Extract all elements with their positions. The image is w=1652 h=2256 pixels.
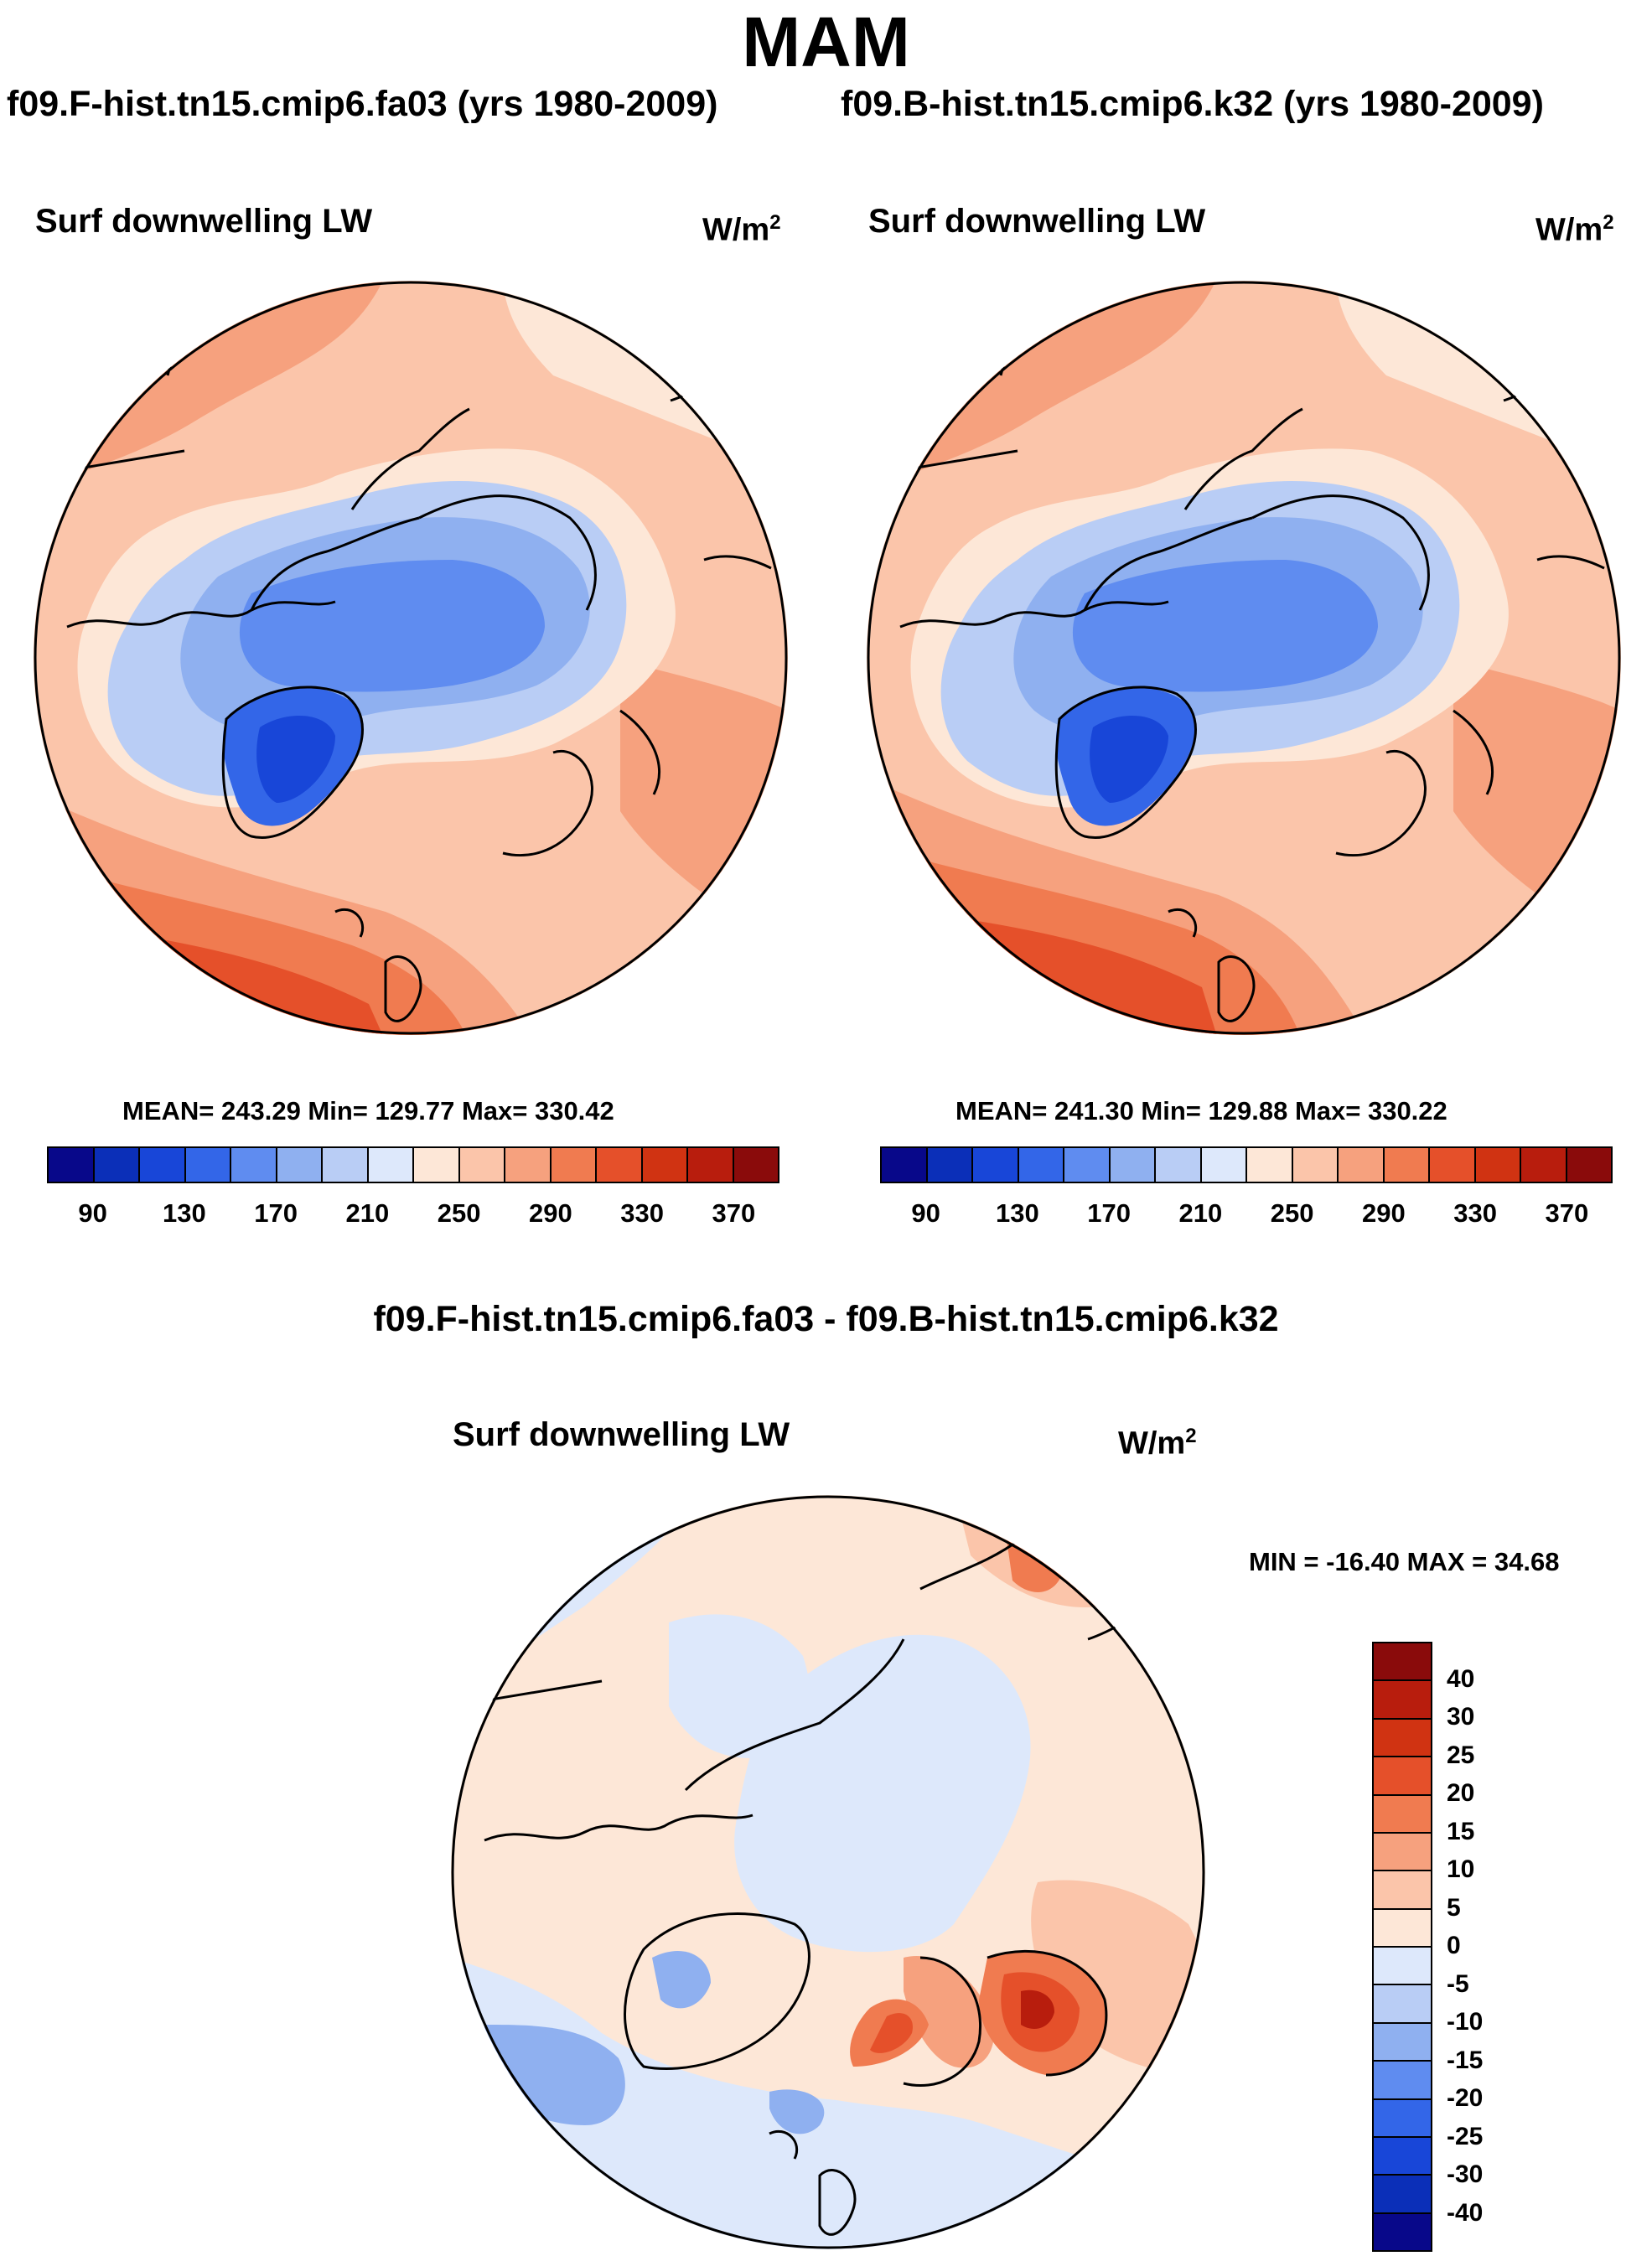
colorbar-swatch (1018, 1148, 1064, 1182)
colorbar-tick-label: -5 (1447, 1969, 1469, 1998)
colorbar-tick-label: 0 (1447, 1932, 1461, 1959)
colorbar-tick-label: 10 (1447, 1855, 1475, 1883)
colorbar-swatch (1374, 1681, 1431, 1720)
colorbar-tick-label: 370 (712, 1198, 756, 1228)
difference-title: f09.F-hist.tn15.cmip6.fa03 - f09.B-hist.… (373, 1299, 1279, 1339)
colorbar-tick-label: 90 (911, 1198, 940, 1228)
colorbar-tick-label: 290 (1362, 1198, 1406, 1228)
colorbar-tick-label: 5 (1447, 1893, 1461, 1922)
colorbar-swatch (1374, 1948, 1431, 1986)
colorbar-swatch (1374, 2099, 1431, 2138)
colorbar-tick-label: 170 (1087, 1198, 1131, 1228)
difference-polar-map (451, 1495, 1205, 2249)
left-variable-label: Surf downwelling LW (35, 203, 373, 240)
colorbar-tick-label: -20 (1447, 2084, 1484, 2112)
colorbar-tick-label: -40 (1447, 2198, 1484, 2227)
right-polar-map (867, 281, 1621, 1035)
diff-stats: MIN = -16.40 MAX = 34.68 (1249, 1547, 1560, 1576)
colorbar-swatch (1567, 1148, 1611, 1182)
colorbar-swatch (1374, 1985, 1431, 2024)
colorbar-swatch (231, 1148, 277, 1182)
colorbar-swatch (1374, 2176, 1431, 2214)
colorbar-tick-label: -25 (1447, 2122, 1484, 2150)
colorbar-swatch (597, 1148, 643, 1182)
colorbar-swatch (1374, 2137, 1431, 2176)
colorbar-tick-label: 170 (254, 1198, 298, 1228)
right-variable-label: Surf downwelling LW (868, 203, 1206, 240)
colorbar-swatch (1064, 1148, 1111, 1182)
colorbar-tick-label: 330 (1453, 1198, 1497, 1228)
colorbar-swatch (1374, 1719, 1431, 1758)
colorbar-swatch (459, 1148, 505, 1182)
colorbar-swatch (1374, 2062, 1431, 2100)
colorbar-tick-label: 25 (1447, 1741, 1475, 1769)
colorbar-swatch (733, 1148, 778, 1182)
colorbar-swatch (1156, 1148, 1202, 1182)
figure-title: MAM (742, 3, 910, 81)
colorbar-swatch (277, 1148, 323, 1182)
colorbar-tick-label: 30 (1447, 1703, 1475, 1731)
colorbar-swatch (927, 1148, 973, 1182)
colorbar-swatch (973, 1148, 1019, 1182)
colorbar-swatch (642, 1148, 688, 1182)
right-stats: MEAN= 241.30 Min= 129.88 Max= 330.22 (955, 1096, 1447, 1125)
left-stats: MEAN= 243.29 Min= 129.77 Max= 330.42 (122, 1096, 614, 1125)
colorbar-tick-label: 40 (1447, 1664, 1475, 1693)
colorbar-tick-label: 90 (78, 1198, 107, 1228)
colorbar-swatch (1374, 1795, 1431, 1834)
colorbar-swatch (94, 1148, 140, 1182)
colorbar-swatch (323, 1148, 369, 1182)
colorbar-swatch (1110, 1148, 1156, 1182)
colorbar-tick-label: 130 (996, 1198, 1039, 1228)
colorbar-tick-label: 250 (437, 1198, 481, 1228)
colorbar-tick-label: 20 (1447, 1779, 1475, 1807)
colorbar-tick-label: 210 (1178, 1198, 1223, 1228)
colorbar-tick-label: -10 (1447, 2008, 1484, 2036)
colorbar-swatch (414, 1148, 460, 1182)
colorbar-swatch (1292, 1148, 1339, 1182)
right-units-label: W/m2 (1535, 211, 1614, 248)
colorbar-swatch (1339, 1148, 1385, 1182)
left-case-title: f09.F-hist.tn15.cmip6.fa03 (yrs 1980-200… (7, 84, 718, 124)
colorbar-swatch (1374, 1833, 1431, 1872)
colorbar-swatch (1374, 1909, 1431, 1948)
colorbar-tick-label: -30 (1447, 2160, 1484, 2188)
colorbar-swatch (1384, 1148, 1430, 1182)
colorbar-swatch (49, 1148, 95, 1182)
colorbar-swatch (551, 1148, 597, 1182)
colorbar-tick-label: 290 (529, 1198, 572, 1228)
colorbar-swatch (1374, 1871, 1431, 1910)
right-case-title: f09.B-hist.tn15.cmip6.k32 (yrs 1980-2009… (841, 84, 1544, 124)
colorbar-swatch (505, 1148, 552, 1182)
colorbar-swatch (1521, 1148, 1567, 1182)
diff-variable-label: Surf downwelling LW (453, 1416, 790, 1453)
colorbar-swatch (1430, 1148, 1476, 1182)
colorbar-swatch (1374, 1643, 1431, 1682)
colorbar-tick-label: 210 (345, 1198, 390, 1228)
colorbar-swatch (882, 1148, 928, 1182)
colorbar-swatch (688, 1148, 734, 1182)
colorbar-tick-label: -15 (1447, 2046, 1484, 2074)
colorbar-tick-label: 15 (1447, 1817, 1475, 1845)
right-colorbar (880, 1146, 1613, 1183)
colorbar-tick-label: 330 (620, 1198, 664, 1228)
colorbar-swatch (140, 1148, 186, 1182)
left-polar-map (34, 281, 788, 1035)
colorbar-swatch (1374, 2023, 1431, 2062)
colorbar-swatch (1475, 1148, 1521, 1182)
colorbar-swatch (1374, 1757, 1431, 1796)
colorbar-tick-label: 370 (1545, 1198, 1589, 1228)
colorbar-tick-label: 130 (163, 1198, 206, 1228)
colorbar-swatch (185, 1148, 231, 1182)
difference-colorbar (1372, 1642, 1432, 2252)
diff-units-label: W/m2 (1118, 1425, 1197, 1462)
colorbar-swatch (1247, 1148, 1293, 1182)
colorbar-swatch (1374, 2213, 1431, 2250)
left-colorbar (47, 1146, 779, 1183)
colorbar-tick-label: 250 (1270, 1198, 1314, 1228)
colorbar-swatch (368, 1148, 414, 1182)
left-units-label: W/m2 (702, 211, 781, 248)
colorbar-swatch (1201, 1148, 1247, 1182)
